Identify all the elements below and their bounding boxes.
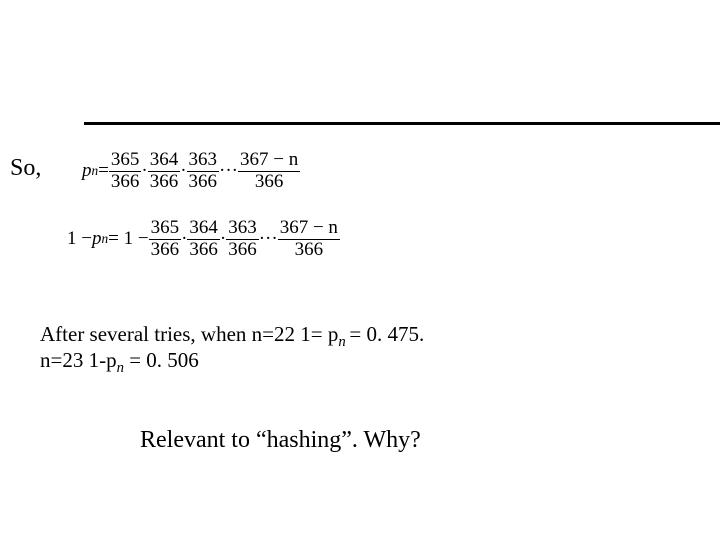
tries-line-2: n=23 1-pn = 0. 506 (40, 348, 199, 377)
equation-one-minus-pn: 1 − pn = 1 − 365366·364366·363366···367 … (67, 218, 340, 261)
slide: So, pn = 365366·364366·363366···367 − n3… (0, 0, 720, 540)
relevant-line: Relevant to “hashing”. Why? (140, 427, 421, 454)
tries-line-1: After several tries, when n=22 1= pn = 0… (40, 322, 424, 351)
top-divider (84, 122, 720, 125)
so-label: So, (10, 155, 41, 182)
equation-pn: pn = 365366·364366·363366···367 − n366 (82, 150, 300, 193)
